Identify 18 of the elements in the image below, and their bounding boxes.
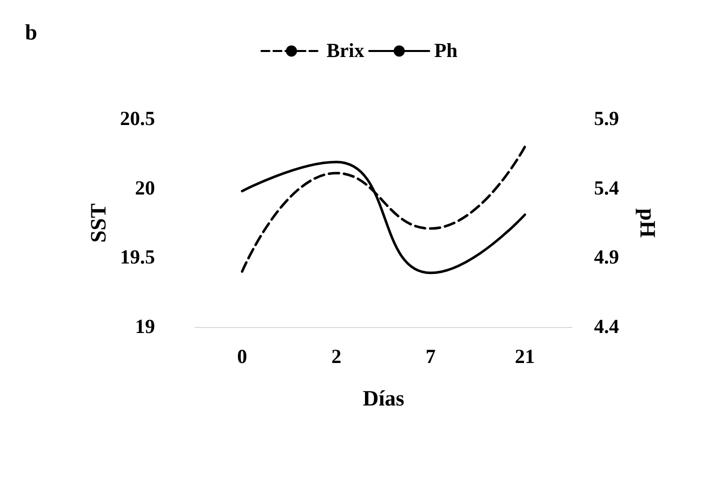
x-tick-label: 7 <box>426 346 436 368</box>
x-tick-label: 0 <box>237 346 248 368</box>
x-tick-label: 21 <box>514 346 535 368</box>
legend-label: Brix <box>326 40 364 62</box>
y-axis-title: SST <box>86 203 111 243</box>
y-tick-label: 20.5 <box>120 108 155 130</box>
y-tick-label: 19 <box>135 316 155 338</box>
chart-title: b <box>25 20 38 44</box>
legend-label: Ph <box>434 40 458 62</box>
y2-axis-title: pH <box>636 208 660 238</box>
y2-tick-label: 5.9 <box>594 108 619 130</box>
y2-tick-label: 5.4 <box>594 177 619 200</box>
x-tick-label: 2 <box>331 346 342 368</box>
x-axis-title: Días <box>362 386 405 410</box>
y2-tick-label: 4.9 <box>594 246 619 269</box>
y2-tick-label: 4.4 <box>594 316 619 338</box>
y-tick-label: 19.5 <box>120 246 155 269</box>
y-tick-label: 20 <box>135 177 155 200</box>
